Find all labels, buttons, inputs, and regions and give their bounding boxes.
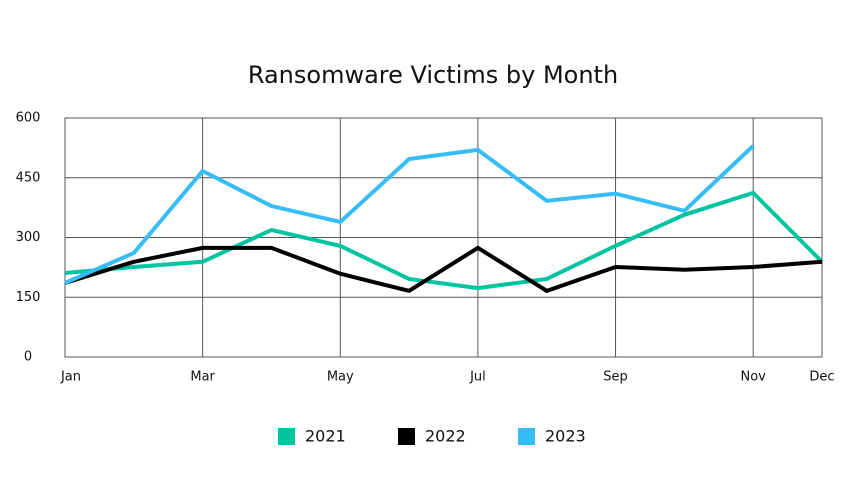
legend-swatch	[278, 428, 295, 445]
y-tick-label: 0	[24, 350, 32, 365]
x-tick-label: Jan	[60, 370, 81, 385]
legend-label: 2021	[305, 427, 346, 446]
y-tick-label: 300	[16, 230, 41, 245]
x-tick-label: Dec	[809, 370, 834, 385]
y-tick-label: 450	[16, 170, 41, 185]
x-tick-label: Nov	[740, 370, 766, 385]
x-tick-label: Sep	[603, 370, 628, 385]
y-tick-label: 600	[16, 111, 41, 126]
x-tick-label: Jul	[469, 370, 486, 385]
legend-label: 2022	[425, 427, 466, 446]
x-tick-label: Mar	[190, 370, 215, 385]
line-series	[64, 245, 823, 294]
x-tick-label: May	[327, 370, 354, 385]
chart-title: Ransomware Victims by Month	[248, 61, 618, 89]
legend-swatch	[518, 428, 535, 445]
legend-label: 2023	[545, 427, 586, 446]
legend-swatch	[398, 428, 415, 445]
line-series	[64, 190, 824, 291]
line-series	[64, 144, 755, 285]
y-tick-label: 150	[16, 290, 41, 305]
